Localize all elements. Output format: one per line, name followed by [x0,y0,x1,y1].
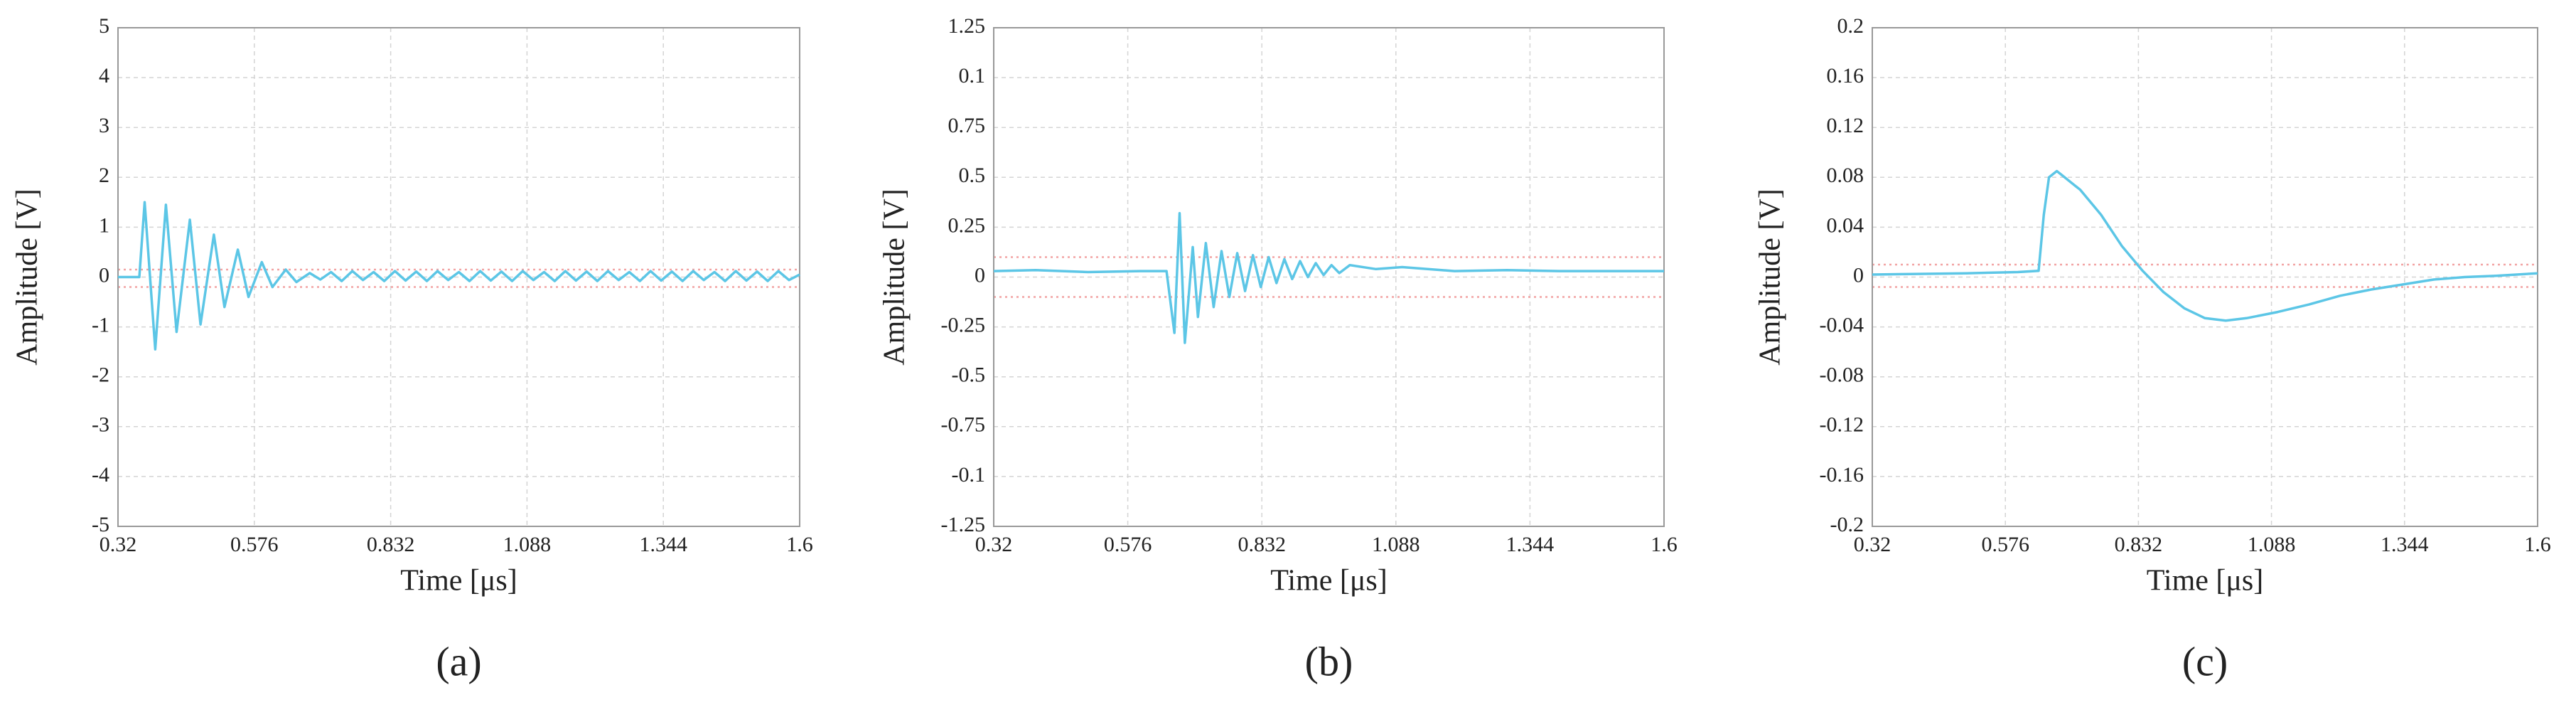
y-tick-label: 2 [99,164,109,187]
y-tick-label: 0.2 [1837,14,1864,38]
y-tick-label: 0.5 [959,164,986,187]
x-axis-title: Time [μs] [2147,565,2264,598]
x-tick-label: 1.344 [639,533,687,556]
x-tick-label: 0.832 [1238,533,1286,556]
y-tick-label: 3 [99,114,109,137]
y-tick-label: 0.25 [948,213,986,237]
y-tick-label: -0.04 [1820,313,1864,336]
signal-line [1872,169,2538,322]
y-tick-label: 0 [975,263,985,287]
plot-area [993,27,1665,527]
x-tick-label: 0.576 [1104,533,1152,556]
y-axis-title: Amplitude [V] [879,188,911,365]
x-tick-label: 0.32 [100,533,137,556]
x-tick-label: 1.088 [1372,533,1420,556]
x-tick-label: 0.832 [2115,533,2163,556]
y-tick-label: -0.16 [1820,463,1864,487]
plot-frame [1872,27,2538,527]
y-axis-title: Amplitude [V] [11,188,44,365]
x-axis-title: Time [μs] [400,565,517,598]
y-tick-label: -4 [92,463,109,487]
x-tick-label: 1.6 [2524,533,2551,556]
y-tick-label: -2 [92,363,109,387]
y-tick-label: 0.04 [1827,213,1864,237]
panel-label: (b) [1305,638,1353,684]
y-axis-title: Amplitude [V] [1754,188,1787,365]
x-axis-title: Time [μs] [1270,565,1388,598]
y-tick-label: 0.75 [948,114,986,137]
x-tick-label: 1.6 [1651,533,1678,556]
y-tick-label: 0.08 [1827,164,1864,187]
x-tick-label: 1.344 [1506,533,1555,556]
y-tick-label: 0.16 [1827,64,1864,87]
x-tick-label: 0.32 [975,533,1013,556]
plot-frame [993,27,1665,527]
signal-line [993,212,1664,344]
y-tick-label: 0.12 [1827,114,1864,137]
y-tick-label: -0.75 [941,413,986,437]
y-tick-label: -0.2 [1830,513,1864,536]
y-tick-label: -0.08 [1820,363,1864,387]
panel-label: (a) [436,638,481,684]
y-tick-label: -0.5 [952,363,986,387]
y-tick-label: -0.12 [1820,413,1864,437]
x-tick-label: 1.344 [2381,533,2429,556]
y-tick-label: 0 [99,263,109,287]
x-tick-label: 0.576 [1981,533,2029,556]
y-tick-label: -5 [92,513,109,536]
x-tick-label: 1.6 [786,533,813,556]
y-tick-label: 0.1 [959,64,986,87]
y-tick-label: 0 [1853,263,1864,287]
x-tick-label: 0.832 [367,533,415,556]
y-tick-label: 5 [99,14,109,38]
y-tick-label: 4 [99,64,109,87]
y-tick-label: 1.25 [948,14,986,38]
panel-label: (c) [2182,638,2228,684]
x-tick-label: 0.576 [230,533,279,556]
x-tick-label: 0.32 [1854,533,1891,556]
y-tick-label: -0.25 [941,313,986,336]
signal-line [118,201,800,351]
y-tick-label: -1.25 [941,513,986,536]
y-tick-label: -3 [92,413,109,437]
x-tick-label: 1.088 [2248,533,2296,556]
y-tick-label: -1 [92,313,109,336]
y-tick-label: -0.1 [952,463,986,487]
y-tick-label: 1 [99,213,109,237]
x-tick-label: 1.088 [503,533,552,556]
